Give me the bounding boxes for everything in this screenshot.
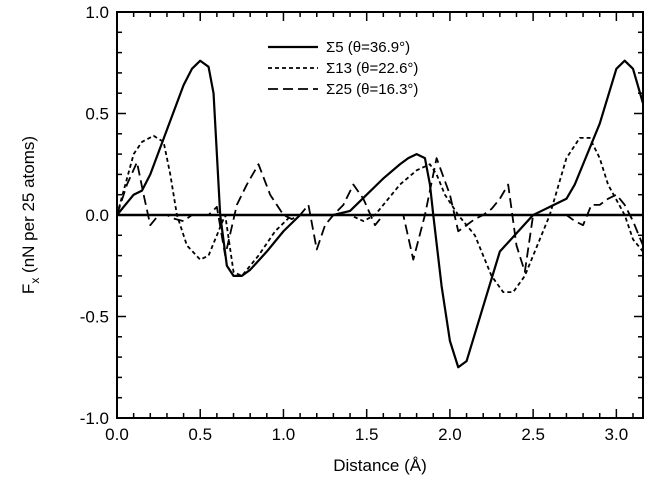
x-tick-label: 1.5: [355, 425, 379, 444]
y-axis-title-subscript: x: [28, 278, 42, 284]
series-line-2: [116, 134, 644, 294]
series-lines: [116, 59, 645, 369]
legend-label: Σ25 (θ=16.3°): [326, 81, 418, 98]
y-tick-label: 0.5: [85, 105, 109, 124]
legend: Σ5 (θ=36.9°) Σ13 (θ=22.6°) Σ25 (θ=16.3°): [268, 39, 418, 98]
series-line-1: [116, 59, 645, 369]
series-line-3: [116, 157, 644, 273]
x-tick-label: 2.5: [521, 425, 545, 444]
x-tick-label: 1.0: [272, 425, 296, 444]
x-tick-label: 0.5: [188, 425, 212, 444]
y-tick-label: -1.0: [80, 409, 109, 428]
y-axis-title-suffix: (nN per 25 atoms): [19, 136, 38, 278]
y-tick-labels: -1.0 -0.5 0.0 0.5 1.0: [80, 3, 109, 428]
plot-frame: [116, 11, 644, 419]
y-tick-label: 1.0: [85, 3, 109, 22]
y-axis-title: Fx (nN per 25 atoms): [19, 136, 42, 294]
legend-label: Σ5 (θ=36.9°): [326, 39, 410, 56]
x-tick-label: 2.0: [438, 425, 462, 444]
x-axis-title: Distance (Å): [333, 456, 427, 475]
y-tick-label: 0.0: [85, 206, 109, 225]
x-tick-labels: 0.0 0.5 1.0 1.5 2.0 2.5 3.0: [105, 425, 628, 444]
x-tick-label: 0.0: [105, 425, 129, 444]
legend-label: Σ13 (θ=22.6°): [326, 60, 418, 77]
y-axis-title-prefix: F: [19, 284, 38, 294]
x-tick-label: 3.0: [605, 425, 629, 444]
y-tick-label: -0.5: [80, 308, 109, 327]
